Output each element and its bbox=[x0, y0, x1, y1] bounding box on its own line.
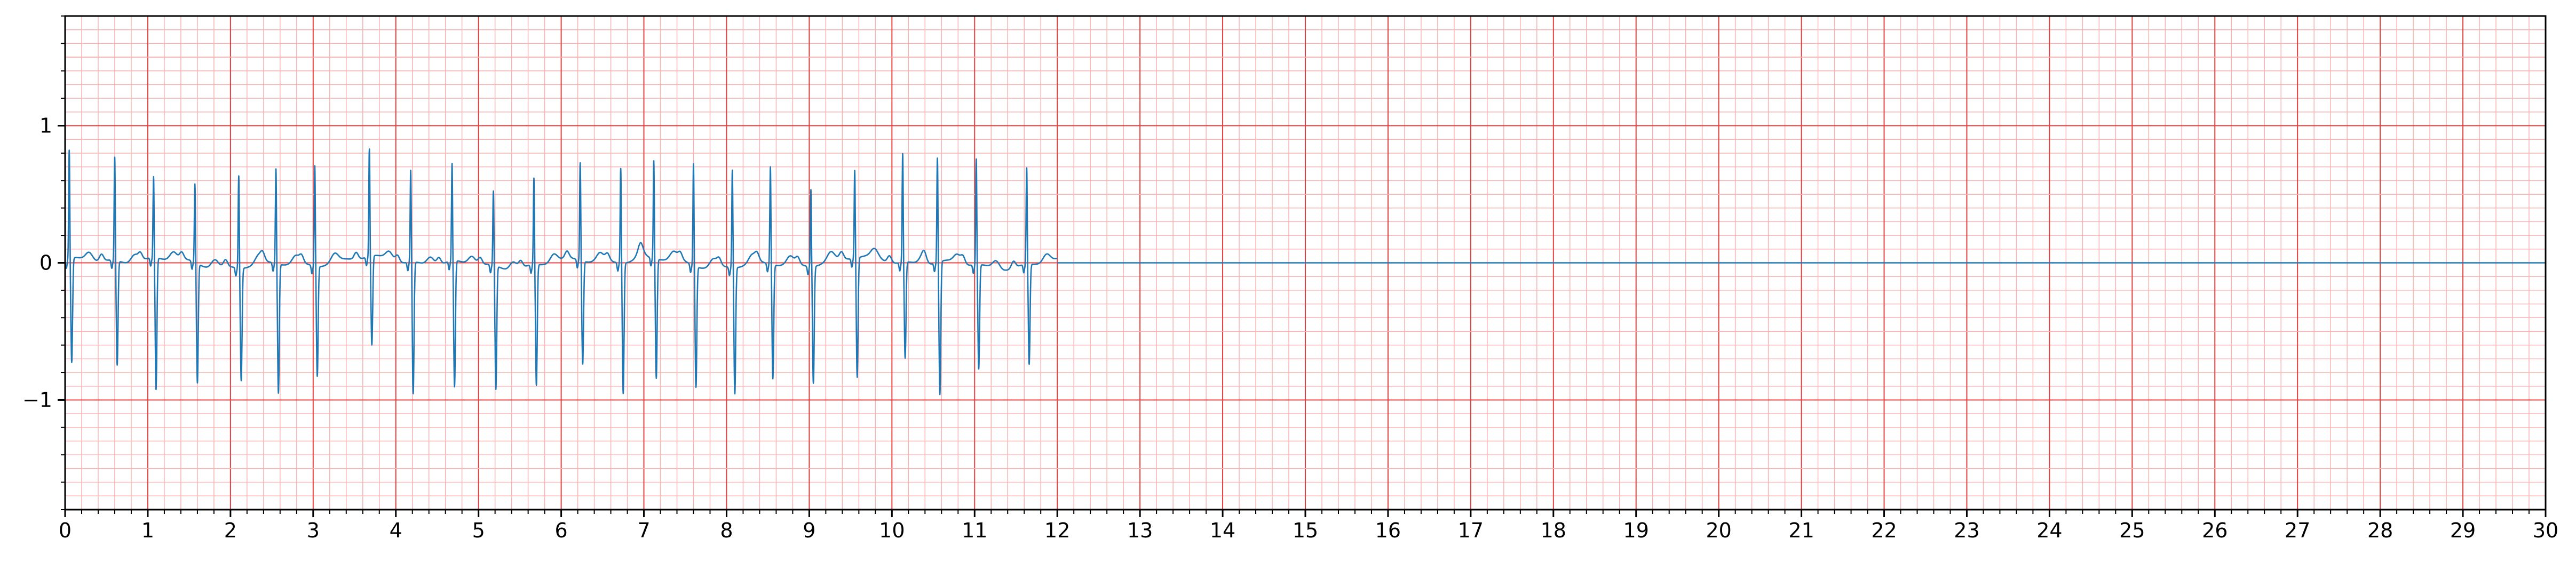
x-tick-label: 6 bbox=[555, 519, 568, 542]
ecg-series bbox=[64, 148, 2546, 395]
x-tick-label: 0 bbox=[59, 519, 72, 542]
x-tick-label: 15 bbox=[1293, 519, 1318, 542]
ecg-trace bbox=[64, 148, 1058, 395]
x-axis: 0 1 2 3 4 5 6 7 8 9 10 11 12 13 14 15 16 17 18 19 20 21 22 23 24… bbox=[59, 510, 2558, 542]
x-tick-label: 20 bbox=[1706, 519, 1731, 542]
x-tick-label: 27 bbox=[2285, 519, 2310, 542]
x-tick-label: 7 bbox=[637, 519, 650, 542]
x-tick-label: 16 bbox=[1375, 519, 1401, 542]
x-tick-label: 8 bbox=[720, 519, 733, 542]
x-tick-label: 30 bbox=[2533, 519, 2558, 542]
x-tick-label: 18 bbox=[1541, 519, 1566, 542]
x-tick-label: 11 bbox=[962, 519, 987, 542]
x-tick-label: 10 bbox=[879, 519, 905, 542]
x-tick-label: 2 bbox=[224, 519, 237, 542]
x-tick-label: 14 bbox=[1210, 519, 1235, 542]
x-tick-label: 3 bbox=[307, 519, 320, 542]
x-tick-label: 19 bbox=[1623, 519, 1649, 542]
x-tick-label: 21 bbox=[1788, 519, 1814, 542]
x-tick-label: 22 bbox=[1871, 519, 1897, 542]
y-tick-label: 1 bbox=[39, 114, 52, 138]
x-tick-label: 4 bbox=[390, 519, 402, 542]
x-tick-label: 9 bbox=[803, 519, 815, 542]
x-tick-label: 12 bbox=[1044, 519, 1070, 542]
y-tick-label: 0 bbox=[39, 251, 52, 275]
x-tick-label: 26 bbox=[2202, 519, 2228, 542]
x-tick-label: 28 bbox=[2367, 519, 2393, 542]
x-tick-label: 1 bbox=[141, 519, 154, 542]
x-tick-label: 13 bbox=[1127, 519, 1153, 542]
x-tick-label: 24 bbox=[2036, 519, 2062, 542]
x-tick-label: 23 bbox=[1954, 519, 1979, 542]
y-axis: −1 0 1 bbox=[22, 15, 65, 510]
x-tick-label: 17 bbox=[1458, 519, 1484, 542]
x-tick-label: 25 bbox=[2119, 519, 2145, 542]
y-tick-label: −1 bbox=[22, 388, 52, 411]
x-tick-label: 5 bbox=[472, 519, 485, 542]
x-tick-label: 29 bbox=[2450, 519, 2476, 542]
